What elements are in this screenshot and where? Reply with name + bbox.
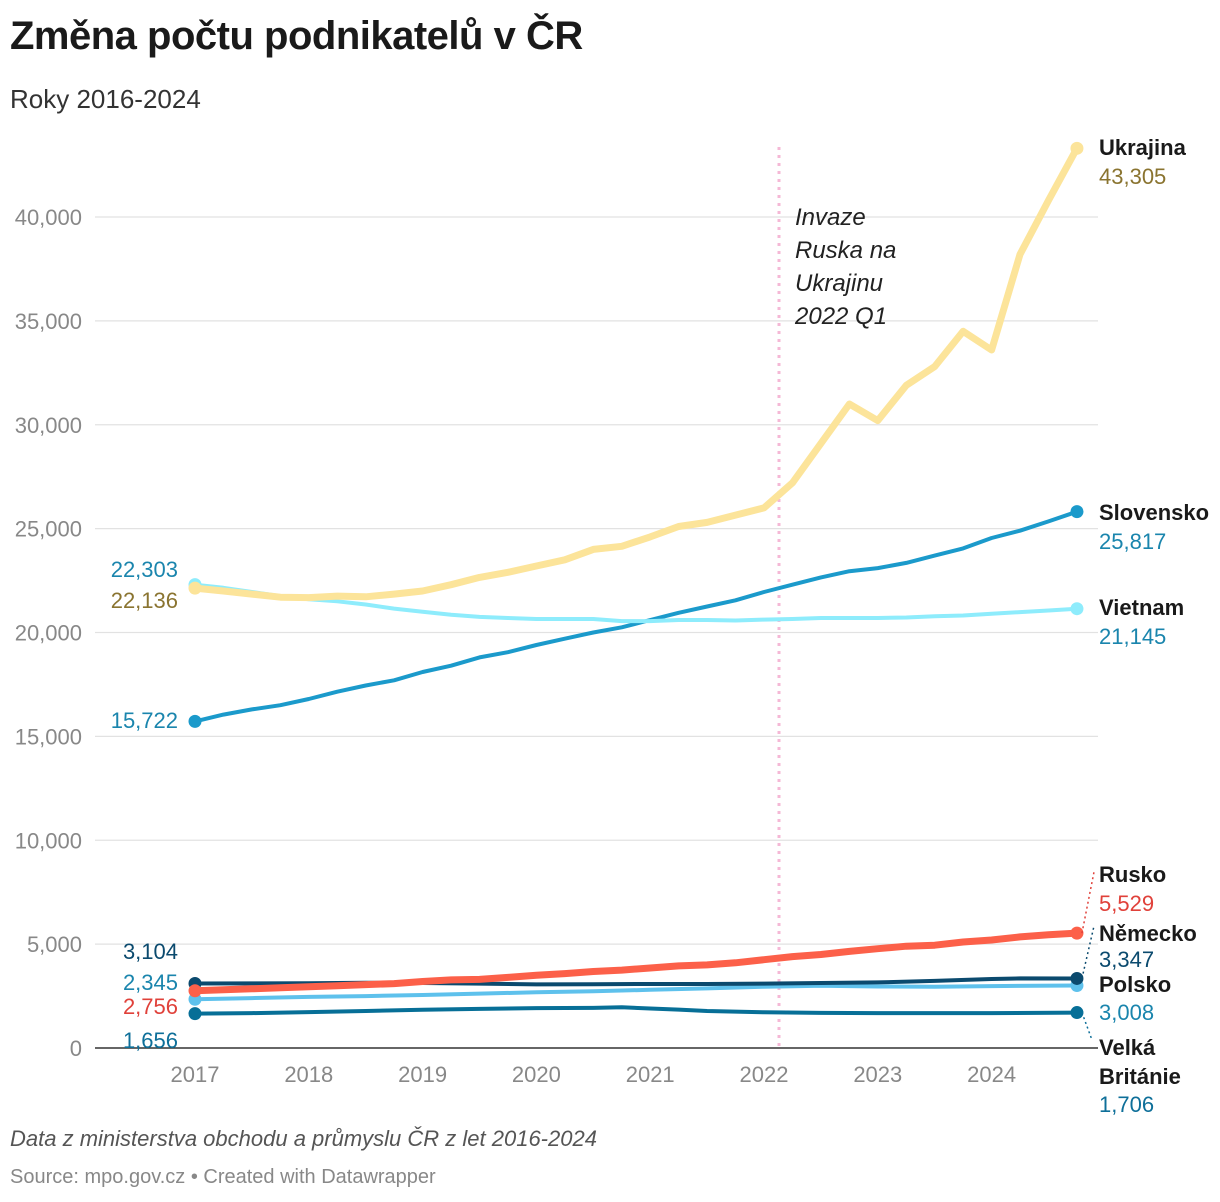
y-tick-label: 25,000 [15,517,82,542]
label-leader-line [1081,1012,1093,1041]
series-end-value: 3,347 [1099,947,1154,972]
series-name-label: Rusko [1099,862,1166,887]
series-labels: Ukrajina 43,305 22,136 Slovensko 25,817 15,72… [111,135,1209,1117]
annotation-text: Invaze [795,204,866,231]
series-name-label: Británie [1099,1064,1181,1089]
series-start-value: 15,722 [111,708,178,733]
x-tick-label: 2024 [967,1062,1016,1087]
series-line-rusko [191,929,1081,995]
series-line-polsko [193,983,1079,1002]
series-line-vietnam [193,582,1079,624]
series-line-slovensko [193,509,1079,724]
series-start-dot [188,984,202,998]
series-name-label: Slovensko [1099,500,1209,525]
series-start-value: 22,303 [111,557,178,582]
series-start-value: 1,656 [123,1028,178,1053]
series-start-value: 2,345 [123,970,178,995]
series-name-label: Velká [1099,1035,1156,1060]
series-start-value: 2,756 [123,994,178,1019]
y-tick-label: 30,000 [15,413,82,438]
chart-title: Změna počtu podnikatelů v ČR [10,14,583,58]
chart-note: Data z ministerstva obchodu a průmyslu Č… [10,1126,597,1151]
x-tick-label: 2020 [512,1062,561,1087]
x-tick-label: 2022 [740,1062,789,1087]
series-line-ukrajina [191,144,1081,602]
series-end-dot [1070,505,1084,519]
x-tick-label: 2019 [398,1062,447,1087]
x-axis-ticks: 2017 2018 2019 2020 2021 2022 2023 2024 [171,1062,1017,1087]
y-tick-label: 35,000 [15,309,82,334]
series-start-value: 3,104 [123,939,178,964]
y-tick-label: 10,000 [15,828,82,853]
series-end-value: 21,145 [1099,624,1166,649]
series-end-dot [1070,971,1084,985]
series-end-value: 43,305 [1099,164,1166,189]
gridlines [95,216,1098,1049]
x-tick-label: 2023 [853,1062,902,1087]
series-name-label: Vietnam [1099,595,1184,620]
chart-subtitle: Roky 2016-2024 [10,84,201,114]
series-end-dot [1070,926,1084,940]
y-tick-label: 20,000 [15,621,82,646]
annotation-text: Ukrajinu [795,270,883,297]
label-leader-line [1081,925,1095,979]
series-name-label: Německo [1099,921,1197,946]
y-axis-ticks: 0 5,000 10,000 15,000 20,000 25,000 30,000 35,0… [15,205,82,1061]
x-tick-label: 2018 [284,1062,333,1087]
x-tick-label: 2017 [171,1062,220,1087]
chart-source: Source: mpo.gov.cz • Created with Datawr… [10,1166,436,1188]
series-end-dot [1070,602,1084,616]
annotation-text: Ruska na [795,237,896,264]
series-name-label: Ukrajina [1099,135,1187,160]
label-leader-line [1081,871,1095,934]
series-lines [188,141,1084,1021]
invasion-annotation: Invaze Ruska na Ukrajinu 2022 Q1 [777,147,896,1048]
series-end-dot [1070,1006,1084,1020]
series-start-dot [188,581,202,595]
y-tick-label: 15,000 [15,724,82,749]
annotation-text: 2022 Q1 [794,303,887,330]
series-name-label: Polsko [1099,972,1171,997]
y-tick-label: 40,000 [15,205,82,230]
series-start-value: 22,136 [111,588,178,613]
series-end-value: 3,008 [1099,1000,1154,1025]
line-chart: 0 5,000 10,000 15,000 20,000 25,000 30,000 35,0… [15,135,1209,1117]
series-start-dot [188,1007,202,1021]
series-start-dot [188,714,202,728]
series-end-value: 25,817 [1099,529,1166,554]
y-tick-label: 0 [70,1036,82,1061]
series-end-value: 1,706 [1099,1092,1154,1117]
x-tick-label: 2021 [626,1062,675,1087]
series-end-dot [1070,141,1084,155]
y-tick-label: 5,000 [27,932,82,957]
series-line-velká-británie [193,1005,1079,1016]
series-end-value: 5,529 [1099,891,1154,916]
